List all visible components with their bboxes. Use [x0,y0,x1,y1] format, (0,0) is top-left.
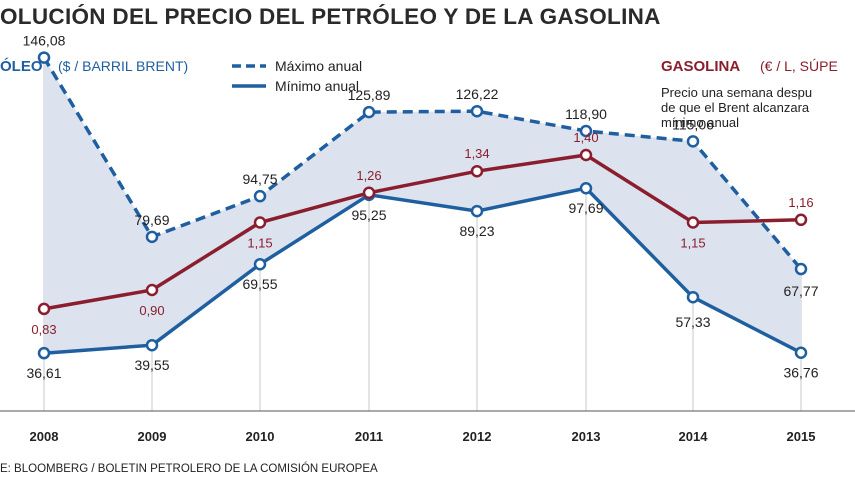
min-value-label: 57,33 [675,314,710,330]
gasoline-value-label: 0,90 [139,303,164,318]
max-legend-label: Máximo anual [275,58,362,74]
gasoline-legend-unit: (€ / L, SÚPE [760,58,838,74]
x-tick-label: 2009 [138,429,167,444]
gasoline-point [253,216,267,229]
x-tick-label: 2015 [787,429,816,444]
gasoline-point [686,216,700,229]
max-value-label: 115,06 [672,116,714,132]
oil-min-line [43,186,802,355]
gasoline-point [794,213,808,227]
max-point [794,262,808,276]
oil-legend: ÓLEO ($ / BARRIL BRENT) Máximo anual Mín… [0,57,362,94]
max-point [579,124,593,138]
max-value-label: 118,90 [565,106,607,122]
gasoline-legend: GASOLINA (€ / L, SÚPE Precio una semana … [661,58,838,130]
max-point [362,105,376,119]
min-point [253,257,267,271]
gasoline-point [37,302,51,316]
min-point [470,204,484,218]
gasoline-note-line: mínimo anual [661,115,739,130]
x-tick-label: 2010 [246,429,275,444]
data-labels: 146,08 79,69 94,75 125,89 126,22 118,90 115,06… [23,33,819,382]
max-value-label: 146,08 [23,33,66,49]
x-tick-label: 2008 [30,429,59,444]
gasoline-value-label: 0,83 [31,322,56,337]
max-value-label: 79,69 [134,212,169,228]
min-value-label: 36,76 [783,365,818,381]
max-point [253,189,267,203]
min-point [579,181,593,195]
gasoline-value-label: 1,16 [788,195,813,210]
x-tick-label: 2012 [463,429,492,444]
gasoline-line [43,153,802,311]
min-value-label: 36,61 [26,365,61,381]
gasoline-point [145,283,159,297]
min-value-label: 69,55 [242,276,277,292]
gasoline-point [579,148,593,162]
gasoline-value-label: 1,15 [680,236,705,251]
max-value-label: 67,77 [783,283,818,299]
max-point [686,135,700,148]
source-note: E: BLOOMBERG / BOLETIN PETROLERO DE LA C… [0,462,378,475]
gasoline-note-line: Precio una semana despu [661,85,812,100]
x-tick-label: 2011 [355,429,383,444]
max-point [145,230,159,244]
gasoline-legend-heading: GASOLINA [661,58,740,75]
gasoline-point [362,186,376,200]
min-legend-label: Mínimo anual [275,78,359,94]
oil-legend-heading: ÓLEO [0,57,43,75]
oil-max-line [42,56,803,271]
x-tick-label: 2014 [679,429,709,444]
max-point [37,51,51,64]
min-value-label: 39,55 [134,357,169,373]
x-tick-label: 2013 [572,429,601,444]
oil-legend-unit: ($ / BARRIL BRENT) [58,58,188,74]
min-value-label: 97,69 [568,200,603,216]
min-value-label: 95,25 [351,207,386,223]
chart-title: OLUCIÓN DEL PRECIO DEL PETRÓLEO Y DE LA … [0,4,661,29]
max-value-label: 126,22 [456,86,499,102]
min-point [37,346,51,360]
min-point [794,346,808,359]
gasoline-value-label: 1,40 [573,130,598,145]
min-value-label: 89,23 [459,223,494,239]
min-max-band [44,57,801,354]
gasoline-note-line: de que el Brent alcanzara [661,100,810,115]
min-point [145,338,159,352]
max-value-label: 125,89 [348,87,391,103]
gasoline-value-label: 1,15 [247,236,272,251]
min-point [686,290,700,304]
max-value-label: 94,75 [242,171,277,187]
x-axis-ticks: 2008 2009 2010 2011 2012 2013 2014 2015 [30,429,816,444]
max-point [470,104,484,118]
gasoline-point [470,164,484,178]
gasoline-value-label: 1,34 [464,146,489,161]
data-markers [37,51,808,360]
gasoline-value-label: 1,26 [356,168,381,183]
